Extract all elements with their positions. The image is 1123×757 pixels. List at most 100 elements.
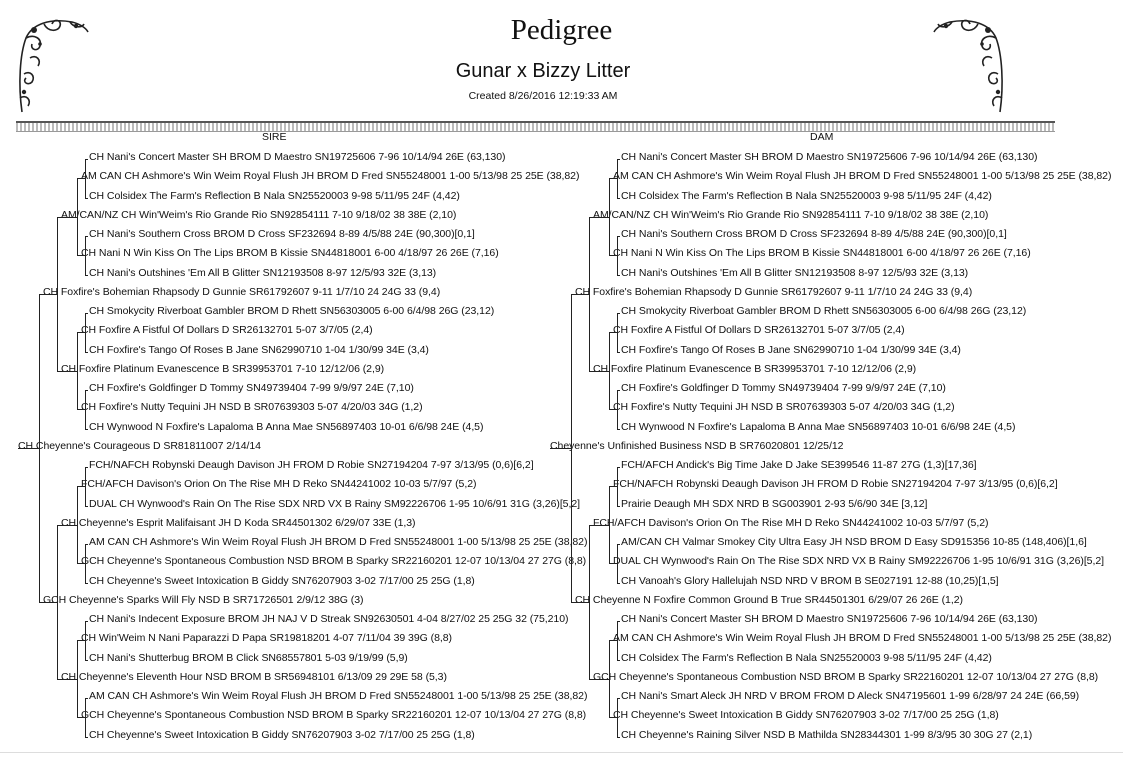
sire-bracket-tick <box>57 524 60 526</box>
sire-ancestor-gen1: CH Nani's Southern Cross BROM D Cross SF… <box>89 228 475 240</box>
sire-bracket-tick <box>85 428 88 430</box>
sire-ancestor-gen5: CH Cheyenne's Courageous D SR81811007 2/… <box>18 439 261 452</box>
sire-bracket-tick <box>77 178 80 180</box>
dam-bracket-tick <box>609 178 612 180</box>
sire-column-header: SIRE <box>262 131 287 143</box>
sire-bracket-tick <box>85 313 88 314</box>
sire-ancestor-gen4: CH Foxfire's Bohemian Rhapsody D Gunnie … <box>43 285 441 298</box>
dam-ancestor-gen3: GCH Cheyenne's Spontaneous Combustion NS… <box>593 670 1099 683</box>
sire-bracket-stub <box>18 447 40 449</box>
sire-ancestor-gen1: CH Nani's Outshines 'Em All B Glitter SN… <box>89 266 437 279</box>
sire-ancestor-gen2: CH Foxfire's Nutty Tequini JH NSD B SR07… <box>81 401 423 414</box>
dam-ancestor-gen1: CH Foxfire's Tango Of Roses B Jane SN629… <box>621 343 961 356</box>
sire-ancestor-gen3: CH Foxfire Platinum Evanescence B SR3995… <box>61 362 385 375</box>
dam-ancestor-gen3: AM/CAN/NZ CH Win'Weim's Rio Grande Rio S… <box>593 208 989 221</box>
dam-ancestor-gen1: CH Nani's Outshines 'Em All B Glitter SN… <box>621 266 969 279</box>
sire-bracket-tick <box>77 640 80 642</box>
sire-bracket-tick <box>57 216 60 218</box>
sire-bracket-tick <box>85 621 88 622</box>
sire-ancestor-gen1: DUAL CH Wynwood's Rain On The Rise SDX N… <box>89 497 580 510</box>
sire-ancestor-gen2: FCH/AFCH Davison's Orion On The Rise MH … <box>81 478 477 491</box>
sire-ancestor-gen3: CH Cheyenne's Eleventh Hour NSD BROM B S… <box>61 670 447 683</box>
sire-ancestor-gen2: GCH Cheyenne's Spontaneous Combustion NS… <box>81 709 587 722</box>
dam-bracket-tick <box>617 390 620 391</box>
sire-ancestor-gen3: AM/CAN/NZ CH Win'Weim's Rio Grande Rio S… <box>61 208 457 221</box>
dam-ancestor-gen1: CH Foxfire's Goldfinger D Tommy SN497394… <box>621 382 946 394</box>
dam-ancestor-gen1: CH Vanoah's Glory Hallelujah NSD NRD V B… <box>621 574 999 587</box>
sire-bracket-tick <box>85 659 88 661</box>
sire-ancestor-gen1: CH Wynwood N Foxfire's Lapaloma B Anna M… <box>89 420 484 433</box>
sire-ancestor-gen2: CH Nani N Win Kiss On The Lips BROM B Ki… <box>81 247 499 260</box>
sire-ancestor-gen1: CH Nani's Indecent Exposure BROM JH NAJ … <box>89 613 569 625</box>
dam-bracket-stub <box>610 486 618 488</box>
sire-ancestor-gen1: CH Foxfire's Goldfinger D Tommy SN497394… <box>89 382 414 394</box>
dam-ancestor-gen5: Cheyenne's Unfinished Business NSD B SR7… <box>550 439 844 452</box>
dam-bracket-stub <box>590 678 610 680</box>
dam-ancestor-gen1: CH Colsidex The Farm's Reflection B Nala… <box>621 189 992 202</box>
sire-bracket-tick <box>85 736 88 738</box>
sire-bracket-tick <box>85 197 88 199</box>
dam-ancestor-gen2: AM CAN CH Ashmore's Win Weim Royal Flush… <box>613 170 1112 183</box>
bottom-rule <box>0 752 1123 753</box>
dam-ancestor-gen2: CH Foxfire's Nutty Tequini JH NSD B SR07… <box>613 401 955 414</box>
sire-bracket-stub <box>40 293 58 295</box>
dam-bracket-tick <box>589 524 592 526</box>
dam-ancestor-gen4: CH Cheyenne N Foxfire Common Ground B Tr… <box>575 593 963 606</box>
sire-ancestor-gen1: CH Cheyenne's Sweet Intoxication B Giddy… <box>89 728 475 741</box>
sire-ancestor-gen3: CH Cheyenne's Esprit Malifaisant JH D Ko… <box>61 516 416 529</box>
sire-ancestor-gen2: GCH Cheyenne's Spontaneous Combustion NS… <box>81 555 587 568</box>
sire-bracket-stub <box>78 563 86 565</box>
created-timestamp: Created 8/26/2016 12:19:33 AM <box>468 90 618 102</box>
dam-bracket-tick <box>617 428 620 430</box>
sire-ancestor-gen2: AM CAN CH Ashmore's Win Weim Royal Flush… <box>81 170 580 183</box>
sire-bracket-stub <box>78 178 86 180</box>
sire-ancestor-gen2: CH Win'Weim N Nani Paparazzi D Papa SR19… <box>81 632 452 645</box>
dam-bracket-stub <box>550 447 572 449</box>
dam-bracket-tick <box>617 351 620 353</box>
dam-column-header: DAM <box>810 131 834 143</box>
sire-ancestor-gen1: AM CAN CH Ashmore's Win Weim Royal Flush… <box>89 690 588 702</box>
dam-ancestor-gen2: CH Foxfire A Fistful Of Dollars D SR2613… <box>613 324 905 337</box>
sire-bracket-stub <box>78 332 86 334</box>
sire-ancestor-gen2: CH Foxfire A Fistful Of Dollars D SR2613… <box>81 324 373 337</box>
dam-bracket-tick <box>617 159 620 160</box>
litter-subtitle: Gunar x Bizzy Litter <box>455 60 631 82</box>
dam-ancestor-gen1: CH Colsidex The Farm's Reflection B Nala… <box>621 651 992 664</box>
dam-ancestor-gen1: CH Cheyenne's Raining Silver NSD B Mathi… <box>621 728 1033 741</box>
sire-bracket-tick <box>85 467 88 468</box>
dam-bracket-tick <box>589 216 592 218</box>
dam-bracket-tick <box>617 236 620 237</box>
dam-bracket-stub <box>610 563 618 565</box>
dam-bracket-stub <box>610 255 618 257</box>
dam-bracket-stub <box>610 640 618 642</box>
sire-bracket-tick <box>85 390 88 391</box>
sire-ancestor-gen4: GCH Cheyenne's Sparks Will Fly NSD B SR7… <box>43 593 364 606</box>
sire-bracket-stub <box>58 216 78 218</box>
dam-ancestor-gen1: FCH/AFCH Andick's Big Time Jake D Jake S… <box>621 459 977 471</box>
dam-bracket-tick <box>617 467 620 468</box>
sire-bracket-tick <box>77 332 80 334</box>
left-ornament-icon <box>19 19 89 113</box>
sire-bracket-stub <box>40 601 58 603</box>
dam-ancestor-gen2: DUAL CH Wynwood's Rain On The Rise SDX N… <box>613 555 1104 568</box>
dam-ancestor-gen2: CH Cheyenne's Sweet Intoxication B Giddy… <box>613 709 999 722</box>
dam-bracket-stub <box>610 178 618 180</box>
page-title: Pedigree <box>510 14 613 46</box>
dam-bracket-tick <box>571 293 574 295</box>
sire-bracket-stub <box>78 717 86 719</box>
dam-bracket-stub <box>590 370 610 372</box>
dam-ancestor-gen1: CH Smokycity Riverboat Gambler BROM D Rh… <box>621 305 1027 317</box>
dam-bracket-tick <box>617 582 620 584</box>
sire-bracket-stub <box>58 678 78 680</box>
sire-ancestor-gen1: CH Smokycity Riverboat Gambler BROM D Rh… <box>89 305 495 317</box>
dam-ancestor-gen1: CH Nani's Smart Aleck JH NRD V BROM FROM… <box>621 690 1080 702</box>
sire-bracket-tick <box>85 159 88 160</box>
sire-ancestor-gen1: AM CAN CH Ashmore's Win Weim Royal Flush… <box>89 536 588 548</box>
dam-bracket-tick <box>617 505 620 507</box>
dam-ancestor-gen1: CH Nani's Southern Cross BROM D Cross SF… <box>621 228 1007 240</box>
dam-bracket-tick <box>617 621 620 622</box>
dam-ancestor-gen2: CH Nani N Win Kiss On The Lips BROM B Ki… <box>613 247 1031 260</box>
sire-bracket-stub <box>58 370 78 372</box>
sire-ancestor-gen1: CH Foxfire's Tango Of Roses B Jane SN629… <box>89 343 429 356</box>
